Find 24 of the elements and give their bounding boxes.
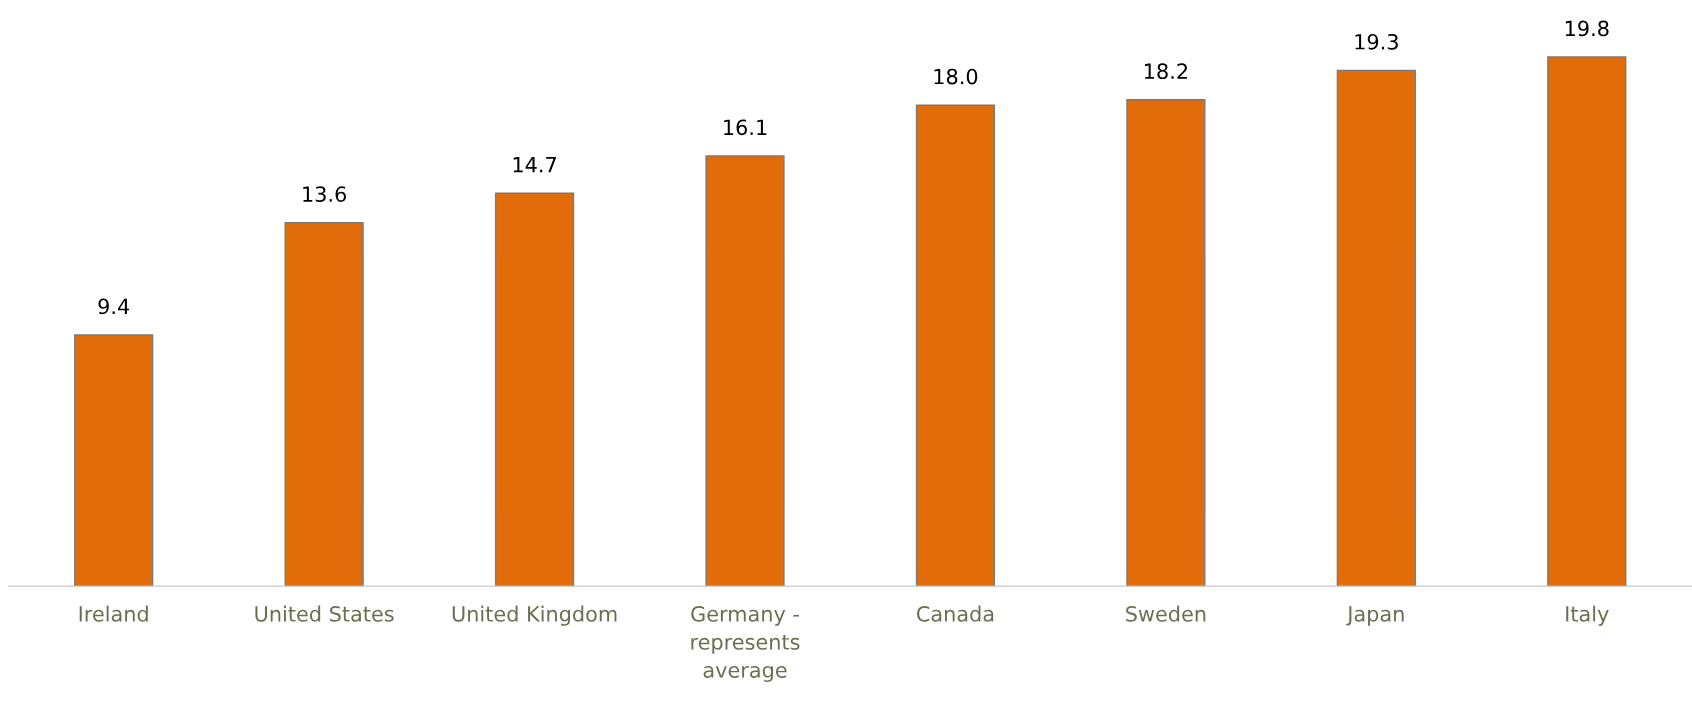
x-tick-label: United States [255,605,394,622]
data-label: 19.3 [1355,33,1398,50]
data-label: 16.1 [724,119,767,136]
data-label: 14.7 [513,157,556,173]
bar [705,155,785,587]
bar [1336,69,1416,587]
data-label: 13.6 [303,186,347,202]
data-label: 18.2 [1144,63,1187,80]
x-tick-label: Sweden [1126,605,1206,622]
bar [284,222,364,587]
x-tick-label: Germany - represents average [691,605,800,682]
data-label: 19.8 [1565,20,1609,37]
bar [494,192,575,587]
x-tick-label: Canada [916,605,994,622]
bar [1126,99,1206,587]
x-tick-label: United Kingdom [452,605,617,626]
x-tick-label: Italy [1566,605,1609,626]
bar [1547,56,1627,587]
data-label: 18.0 [934,68,978,85]
bar [915,104,996,587]
x-tick-label: Ireland [79,605,148,622]
data-label: 9.4 [98,298,130,315]
bar [74,334,154,587]
x-tick-label: Japan [1346,606,1404,626]
